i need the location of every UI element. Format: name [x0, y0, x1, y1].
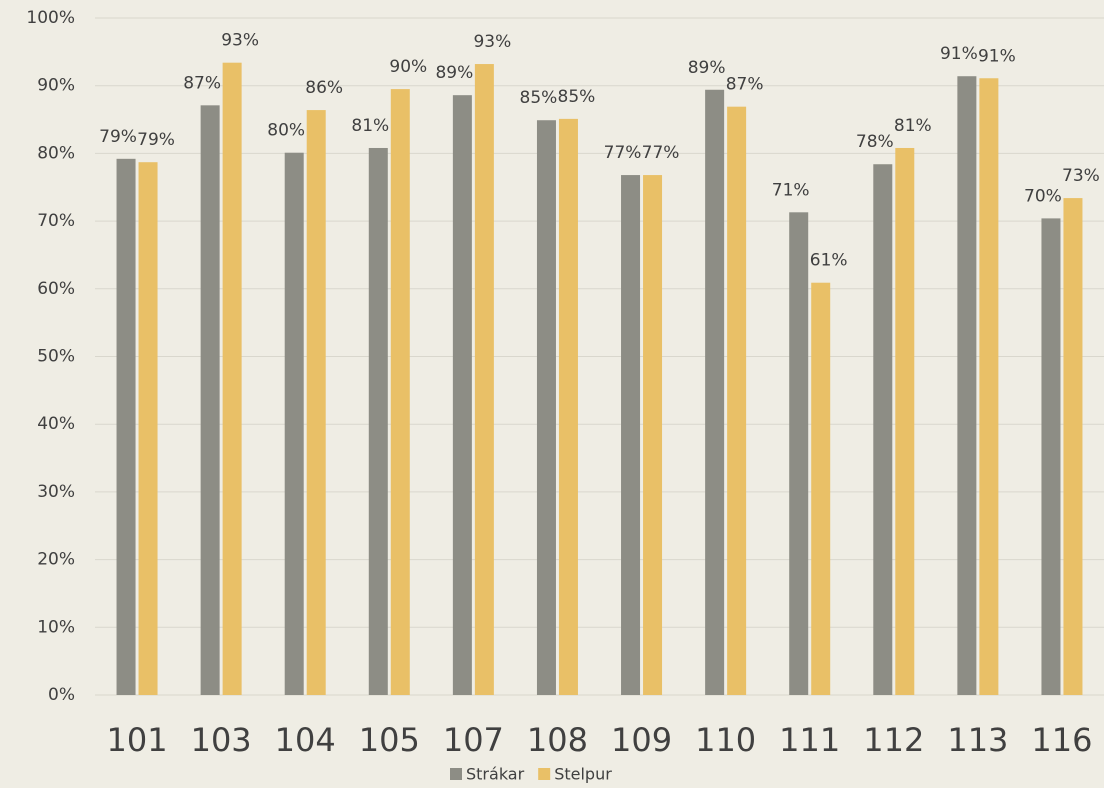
value-label: 87% [183, 73, 221, 93]
value-label: 79% [99, 127, 137, 147]
bar [895, 147, 915, 695]
value-label: 77% [604, 143, 642, 163]
value-label: 81% [894, 116, 932, 136]
bar [1041, 218, 1061, 695]
y-tick-label: 100% [26, 8, 75, 28]
x-tick-label: 109 [611, 721, 672, 759]
legend-swatch [538, 768, 551, 780]
value-label: 85% [520, 88, 558, 108]
bar [306, 110, 326, 695]
y-tick-label: 80% [37, 143, 75, 163]
value-label: 61% [810, 251, 848, 271]
bar [1063, 198, 1083, 695]
value-label: 77% [642, 143, 680, 163]
bar [222, 62, 242, 695]
bar [789, 212, 809, 695]
value-label: 78% [856, 132, 894, 152]
value-label: 86% [305, 78, 343, 98]
bar [116, 158, 136, 696]
bar [643, 175, 663, 696]
value-label: 81% [351, 116, 389, 136]
bar [200, 105, 220, 695]
x-tick-label: 103 [191, 721, 252, 759]
value-label: 89% [435, 63, 473, 83]
x-tick-label: 111 [779, 721, 840, 759]
y-tick-label: 0% [48, 685, 75, 705]
legend-label: Strákar [466, 765, 525, 784]
y-tick-label: 60% [37, 279, 75, 299]
x-tick-label: 108 [527, 721, 588, 759]
bar [390, 89, 410, 695]
value-label: 89% [688, 58, 726, 78]
bar [727, 106, 747, 695]
legend-label: Stelpur [554, 765, 612, 784]
value-label: 85% [558, 87, 596, 107]
x-tick-label: 105 [359, 721, 420, 759]
bar [558, 118, 578, 696]
value-label: 80% [267, 121, 305, 141]
value-label: 93% [473, 32, 511, 52]
legend-swatch [450, 768, 462, 780]
value-label: 93% [221, 31, 259, 51]
value-label: 91% [978, 46, 1016, 66]
y-tick-label: 40% [37, 414, 75, 434]
y-tick-label: 10% [37, 617, 75, 637]
bar [138, 162, 158, 696]
x-tick-label: 104 [275, 721, 336, 759]
bar [811, 282, 831, 695]
y-tick-label: 70% [37, 211, 75, 231]
x-tick-label: 110 [695, 721, 756, 759]
x-tick-label: 116 [1031, 721, 1092, 759]
bar [284, 152, 304, 695]
value-label: 87% [726, 75, 764, 95]
x-tick-label: 113 [947, 721, 1008, 759]
bar [621, 175, 641, 696]
y-tick-label: 20% [37, 550, 75, 570]
value-label: 79% [137, 130, 175, 150]
bar [705, 89, 725, 695]
bar [979, 78, 999, 696]
bar [452, 95, 472, 696]
value-label: 70% [1024, 186, 1062, 206]
value-label: 73% [1062, 166, 1100, 186]
value-label: 91% [940, 44, 978, 64]
bar [368, 147, 388, 695]
bar [536, 120, 556, 696]
value-label: 90% [389, 57, 427, 77]
x-tick-label: 112 [863, 721, 924, 759]
bar [957, 76, 977, 696]
x-tick-label: 101 [107, 721, 168, 759]
x-tick-label: 107 [443, 721, 504, 759]
bar [474, 64, 494, 695]
bar [873, 164, 893, 695]
y-tick-label: 50% [37, 347, 75, 367]
y-tick-label: 30% [37, 482, 75, 502]
y-tick-label: 90% [37, 76, 75, 96]
value-label: 71% [772, 180, 810, 200]
